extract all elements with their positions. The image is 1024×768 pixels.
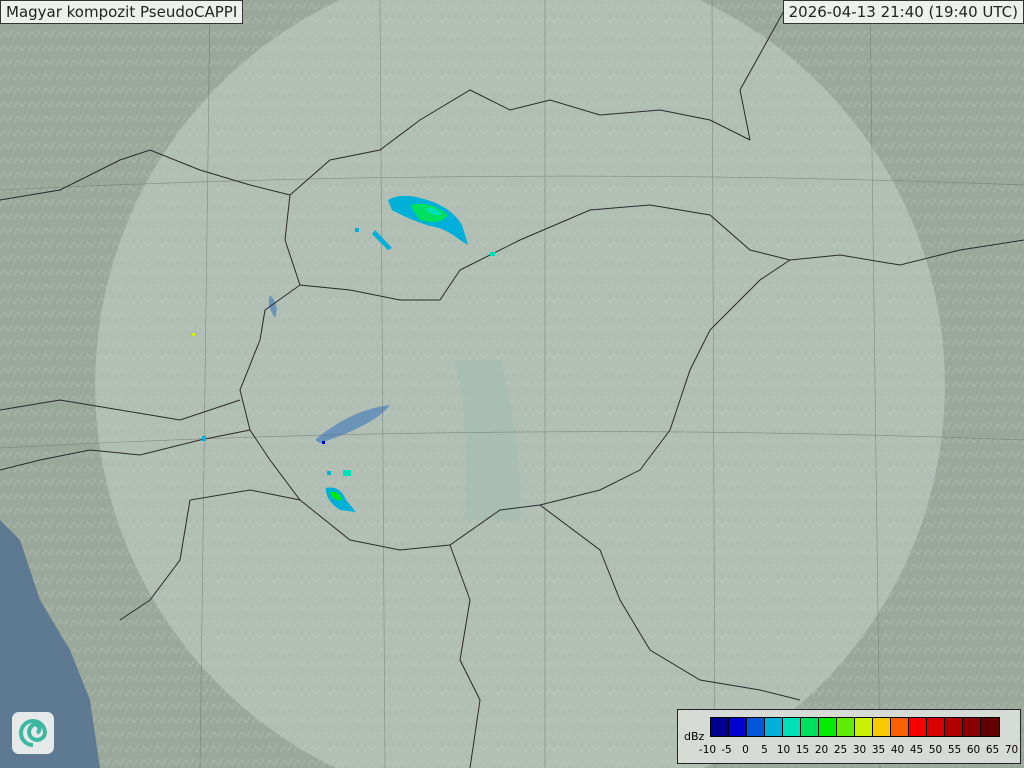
legend-swatch [855,718,873,736]
legend-swatch [711,718,729,736]
legend-ticks: -10 -5 0 5 10 15 20 25 30 35 40 45 50 55 60 65 70 [698,744,1021,756]
lake-neusiedl [268,295,277,318]
legend-swatch [729,718,747,736]
dbz-legend: dBz -10 -5 0 5 10 15 20 25 30 35 40 45 50 55 60 65 70 [677,709,1021,764]
legend-tick-label: 40 [890,744,905,756]
legend-tick-label: 70 [1004,744,1019,756]
legend-swatch [909,718,927,736]
legend-tick-label: -5 [721,744,732,756]
legend-tick-label: 5 [761,744,768,756]
color-scale [710,717,1000,737]
lake-balaton [315,405,390,443]
legend-tick-label: 60 [966,744,981,756]
legend-swatch [765,718,783,736]
legend-tick-label: 35 [871,744,886,756]
legend-swatch [981,718,999,736]
product-title: Magyar kompozit PseudoCAPPI [0,0,244,24]
legend-tick-label: 30 [852,744,867,756]
timestamp: 2026-04-13 21:40 (19:40 UTC) [782,0,1024,24]
swirl-logo-icon [12,712,54,754]
adriatic-sea [0,520,100,768]
legend-swatch [873,718,891,736]
legend-tick-label: -10 [698,744,717,756]
legend-tick-label: 55 [947,744,962,756]
legend-swatch [891,718,909,736]
legend-tick-label: 20 [814,744,829,756]
legend-tick-label: 25 [833,744,848,756]
legend-tick-label: 65 [985,744,1000,756]
legend-swatch [819,718,837,736]
legend-tick-label: 50 [928,744,943,756]
legend-unit: dBz [684,730,705,743]
legend-tick-label: 15 [795,744,810,756]
legend-tick-label: 45 [909,744,924,756]
great-plain [455,360,520,520]
radar-coverage-area [95,0,945,768]
legend-swatch [783,718,801,736]
legend-swatch [945,718,963,736]
radar-echoes [192,195,495,512]
legend-swatch [747,718,765,736]
legend-swatch [801,718,819,736]
legend-swatch [837,718,855,736]
legend-swatch [963,718,981,736]
legend-tick-label: 0 [742,744,749,756]
legend-swatch [927,718,945,736]
legend-tick-label: 10 [776,744,791,756]
